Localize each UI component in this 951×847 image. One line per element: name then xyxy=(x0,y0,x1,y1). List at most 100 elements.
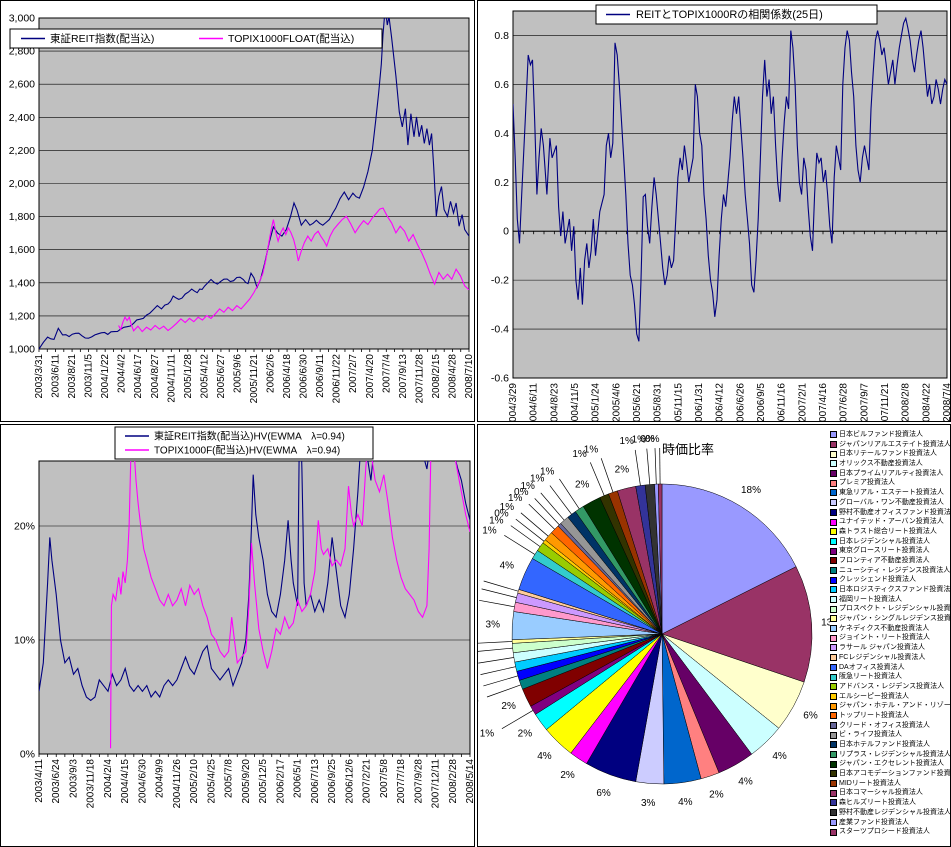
pie-legend-item: 東急リアル・エステート投資法人 xyxy=(830,488,950,498)
x-axis-label: 2005/4/6 xyxy=(611,383,622,421)
y-axis-label: 1,400 xyxy=(9,277,35,289)
pie-data-label: 2% xyxy=(575,479,590,490)
y-axis-label: 0 xyxy=(503,226,509,238)
pie-legend-item: クリード・オフィス投資法人 xyxy=(830,721,950,731)
pie-data-label: 13% xyxy=(821,617,830,628)
x-axis-label: 2004/11/5 xyxy=(570,383,581,421)
pie-legend-item: ラサール ジャパン投資法人 xyxy=(830,643,950,653)
pie-legend-chip xyxy=(830,596,837,604)
pie-label-leader xyxy=(501,710,534,730)
x-axis-label: 2004/9/9 xyxy=(155,759,166,798)
pie-slice xyxy=(661,483,797,635)
x-axis-label: 2008/5/14 xyxy=(465,759,474,804)
pie-legend-label: 産業ファンド投資法人 xyxy=(839,818,909,826)
pie-legend-item: リプラス・レジデンシャル投資法人 xyxy=(830,750,950,760)
x-axis-label: 2008/7/10 xyxy=(464,354,474,399)
pie-data-label: 2% xyxy=(560,770,575,781)
y-axis-label: 2,400 xyxy=(9,112,35,124)
pie-legend-label: 森ヒルズリート投資法人 xyxy=(839,799,916,807)
x-axis-label: 2007/2/7 xyxy=(348,354,359,393)
x-axis-label: 2003/11/18 xyxy=(86,759,97,809)
pie-data-label: 4% xyxy=(678,797,693,808)
x-axis-label: 2007/4/20 xyxy=(365,354,376,399)
pie-legend-item: ジャパン・ホテル・アンド・リゾート投資法人 xyxy=(830,701,950,711)
pie-legend-chip xyxy=(830,751,837,759)
x-axis-label: 2008/7/4 xyxy=(942,383,950,421)
pie-legend-label: アドバンス・レジデンス投資法人 xyxy=(839,682,945,690)
legend-box xyxy=(114,426,374,460)
pie-data-label: 1% xyxy=(482,526,497,537)
pie-legend-label: ニューシティ・レジデンス投資法人 xyxy=(839,566,951,574)
pie-legend-label: 日本リテールファンド投資法人 xyxy=(839,450,937,458)
y-axis-label: 10% xyxy=(14,635,35,647)
pie-data-label: 6% xyxy=(803,711,818,722)
pie-legend-item: アドバンス・レジデンス投資法人 xyxy=(830,682,950,692)
x-axis-label: 2006/6/30 xyxy=(299,354,310,399)
pie-legend-item: プレミア投資法人 xyxy=(830,478,950,488)
pie-legend-chip xyxy=(830,683,837,691)
pie-label-leader xyxy=(549,485,572,515)
legend-label: TOPIX1000F(配当込)HV(EWMA λ=0.94) xyxy=(154,444,340,457)
pie-legend-chip xyxy=(830,760,837,768)
pie-legend-label: 阪急リート投資法人 xyxy=(839,673,902,681)
x-axis-label: 2007/5/8 xyxy=(379,759,390,798)
pie-data-label: 2% xyxy=(518,729,533,740)
pie-legend-label: 東急リアル・エステート投資法人 xyxy=(839,489,944,497)
pie-legend-item: ユナイテッド・アーバン投資法人 xyxy=(830,517,950,527)
pie-legend-label: フロンティア不動産投資法人 xyxy=(839,556,930,564)
x-axis-label: 2006/6/26 xyxy=(735,383,746,421)
pie-legend-chip xyxy=(830,702,837,710)
pie-legend-chip xyxy=(830,673,837,681)
pie-data-label: 2% xyxy=(709,790,724,801)
pie-legend-chip xyxy=(830,625,837,633)
x-axis-label: 2006/7/13 xyxy=(310,759,321,804)
chart-panel-pie: 18%13%6%4%4%2%4%3%6%2%4%2%1%2%1%1%1%1%1%… xyxy=(477,424,951,847)
pie-legend-label: ジャパン・シングルレジデンス投資法人 xyxy=(839,615,951,623)
volatility-chart: 0%10%20%30%40%50%2003/4/112003/6/242003/… xyxy=(14,426,474,809)
y-axis-label: 2,200 xyxy=(9,145,35,157)
x-axis-label: 2003/9/3 xyxy=(68,759,79,798)
pie-data-label: 1% xyxy=(619,436,634,447)
x-axis-label: 2003/6/24 xyxy=(51,759,62,804)
pie-legend-label: 野村不動産レジデンシャル投資法人 xyxy=(839,808,951,816)
series-line xyxy=(118,207,469,333)
pie-legend-label: 日本レジデンシャル投資法人 xyxy=(839,537,930,545)
x-axis-label: 2006/5/1 xyxy=(293,759,304,798)
pie-label-leader xyxy=(600,458,614,493)
pie-data-label: 1% xyxy=(584,445,599,456)
x-axis-label: 2005/8/31 xyxy=(653,383,664,421)
legend-label: 東証REIT指数(配当込) xyxy=(50,32,154,45)
pie-label-leader xyxy=(634,449,641,486)
pie-legend-label: ジャパン・エクセレント投資法人 xyxy=(839,760,944,768)
x-axis-label: 2004/6/17 xyxy=(133,354,144,399)
pie-label-leader xyxy=(534,498,560,525)
pie-legend-item: エルシーピー投資法人 xyxy=(830,692,950,702)
pie-legend-item: ニューシティ・レジデンス投資法人 xyxy=(830,566,951,576)
y-axis-label: 1,000 xyxy=(9,344,35,356)
pie-legend-chip xyxy=(830,557,837,565)
pie-legend-item: 森ヒルズリート投資法人 xyxy=(830,798,950,808)
pie-legend-chip xyxy=(830,518,837,526)
pie-data-label: 0% xyxy=(514,487,529,498)
pie-legend-label: 野村不動産オフィスファンド投資法人 xyxy=(839,508,951,516)
pie-data-label: 4% xyxy=(772,751,787,762)
pie-label-leader xyxy=(646,448,651,485)
x-axis-label: 2004/4/2 xyxy=(117,354,128,393)
x-axis-label: 2007/7/18 xyxy=(396,759,407,804)
pie-legend-label: トップリート投資法人 xyxy=(839,711,909,719)
pie-data-label: 0% xyxy=(494,509,509,520)
y-axis-label: 0.4 xyxy=(494,128,509,140)
pie-legend-item: トップリート投資法人 xyxy=(830,711,950,721)
y-axis-label: 2,000 xyxy=(9,178,35,190)
x-axis-label: 2006/4/18 xyxy=(282,354,293,399)
pie-legend-item: 産業ファンド投資法人 xyxy=(830,818,950,828)
pie-data-label: 1% xyxy=(520,481,535,492)
x-axis-label: 2006/11/16 xyxy=(777,383,788,421)
pie-data-label: 1% xyxy=(508,493,523,504)
pie-label-leader xyxy=(478,641,513,644)
x-axis-label: 2005/11/21 xyxy=(249,354,260,404)
pie-legend-chip xyxy=(830,479,837,487)
pie-legend-item: 野村不動産レジデンシャル投資法人 xyxy=(830,808,951,818)
x-axis-label: 2006/9/11 xyxy=(315,354,326,398)
